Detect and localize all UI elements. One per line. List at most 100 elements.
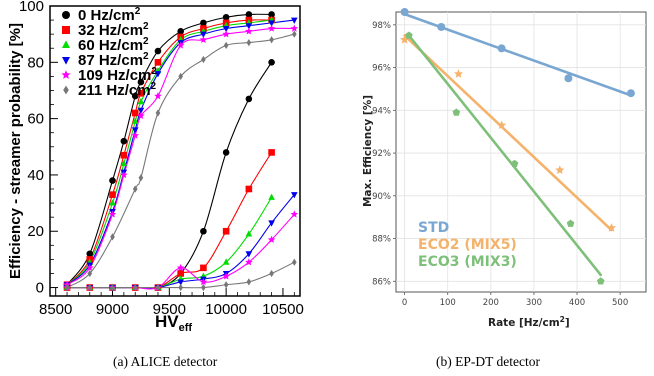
alice-legend-marker <box>61 70 71 79</box>
alice-legend-label: 60 Hz/cm2 <box>78 36 149 54</box>
alice-efficiency-point <box>200 31 207 38</box>
alice-legend-label-text: 60 Hz/cm <box>78 37 143 54</box>
alice-efficiency-point <box>131 117 139 124</box>
epdt-y-tick-label: 98% <box>372 21 391 31</box>
alice-efficiency-point <box>120 137 128 145</box>
alice-efficiency-point <box>268 20 275 27</box>
alice-streamer-point <box>291 192 298 199</box>
alice-efficiency-point <box>86 263 94 272</box>
alice-legend-label-text: 109 Hz/cm <box>78 67 151 84</box>
alice-y-tick-label: 80 <box>27 54 44 71</box>
alice-efficiency-point <box>137 107 145 114</box>
alice-legend-label-sup: 2 <box>135 6 141 17</box>
alice-streamer-point <box>222 149 230 156</box>
alice-streamer-point <box>64 283 70 292</box>
alice-legend-label-sup: 2 <box>143 21 149 32</box>
epdt-y-axis-label: Max. Efficiency [%] <box>362 95 374 207</box>
alice-streamer-point <box>222 227 230 235</box>
alice-efficiency-point <box>291 17 298 24</box>
alice-efficiency-point <box>137 89 145 97</box>
alice-efficiency-point <box>268 11 275 18</box>
alice-legend-label-sup: 2 <box>143 36 149 47</box>
alice-efficiency-point <box>138 174 144 182</box>
epdt-y-tick-label: 86% <box>372 277 391 287</box>
alice-efficiency-point <box>154 92 162 100</box>
alice-legend-label-sup: 2 <box>143 51 149 62</box>
alice-efficiency-point <box>222 30 230 38</box>
alice-efficiency-point <box>222 26 230 33</box>
alice-legend-label: 211 Hz/cm2 <box>78 81 157 99</box>
alice-efficiency-point <box>246 38 252 47</box>
epdt-fit-line-1 <box>403 34 613 232</box>
alice-streamer-point <box>246 278 252 286</box>
epdt-data-point <box>437 22 446 31</box>
alice-efficiency-point <box>176 41 185 49</box>
alice-y-tick-label: 60 <box>27 111 44 128</box>
alice-streamer-point <box>199 277 208 286</box>
alice-x-tick-label: 10000 <box>205 301 247 318</box>
alice-streamer-point <box>269 269 274 278</box>
alice-streamer-point <box>223 281 229 289</box>
alice-streamer-point <box>267 235 276 243</box>
alice-streamer-point <box>200 264 207 272</box>
alice-efficiency-point <box>155 109 161 117</box>
alice-legend-label-text: 87 Hz/cm <box>78 52 143 69</box>
alice-x-tick-label: 9000 <box>96 301 129 318</box>
alice-efficiency-point <box>110 233 115 241</box>
epdt-x-tick-label: 200 <box>483 298 499 308</box>
epdt-fit-line-2 <box>407 34 603 277</box>
alice-efficiency-point <box>87 269 93 278</box>
epdt-x-axis-label: Rate [Hz/cm2] <box>488 315 570 329</box>
alice-streamer-point <box>268 193 275 200</box>
epdt-x-tick-label: 400 <box>569 298 585 308</box>
alice-efficiency-point <box>109 199 116 206</box>
alice-legend-label-sup: 2 <box>151 66 157 77</box>
alice-streamer-point <box>222 272 230 280</box>
epdt-data-point <box>452 108 461 116</box>
alice-efficiency-point <box>120 159 128 167</box>
alice-efficiency-point <box>245 11 253 18</box>
alice-y-tick-label: 40 <box>27 167 44 184</box>
epdt-plot-frame <box>395 11 647 293</box>
alice-efficiency-point <box>154 59 162 66</box>
alice-y-tick-label: 100 <box>19 0 44 15</box>
alice-legend-label-sup: 2 <box>151 81 157 92</box>
alice-streamer-point <box>292 258 297 266</box>
alice-efficiency-point <box>137 97 145 105</box>
alice-streamer-point <box>268 149 275 156</box>
alice-streamer-point <box>201 283 206 292</box>
epdt-legend-label: ECO2 (MIX5) <box>418 237 517 253</box>
ep-dt-chart: 0 100 200 300 400 500 86% 88% 90% 92% 94% 96% 98% ST… <box>362 8 647 329</box>
alice-efficiency-point <box>222 13 230 21</box>
alice-legend-label: 109 Hz/cm2 <box>78 66 157 84</box>
caption-b: (b) EP-DT detector <box>436 354 540 369</box>
epdt-x-tick-label: 100 <box>440 298 456 308</box>
epdt-x-tick-label: 500 <box>612 298 628 308</box>
alice-legend-label-text: 0 Hz/cm <box>78 7 135 24</box>
alice-efficiency-point <box>269 36 274 44</box>
alice-streamer-point <box>268 220 275 227</box>
alice-y-tick-label: 20 <box>27 223 44 240</box>
alice-chart: 8500 9000 9500 10000 10500 0 20 40 60 80 100 0 Hz/… <box>7 0 304 334</box>
alice-efficiency-point <box>131 131 139 139</box>
alice-efficiency-point <box>245 27 253 35</box>
alice-x-tick-label: 8500 <box>39 301 72 318</box>
alice-legend-label-text: 32 Hz/cm <box>78 22 143 39</box>
alice-efficiency-point <box>154 71 162 78</box>
alice-efficiency-point <box>292 30 297 38</box>
epdt-data-point <box>606 223 617 232</box>
alice-efficiency-point <box>108 210 117 218</box>
alice-streamer-point <box>245 258 253 266</box>
epdt-data-point <box>497 44 506 53</box>
epdt-legend-label: ECO3 (MIX3) <box>418 254 517 270</box>
epdt-data-point <box>405 31 413 39</box>
alice-streamer-point <box>155 283 161 292</box>
alice-x-tick-label: 9500 <box>153 301 186 318</box>
alice-x-axis-label: HVeff <box>155 312 192 334</box>
epdt-y-tick-label: 88% <box>372 235 391 245</box>
alice-streamer-point <box>268 59 275 66</box>
alice-efficiency-point <box>137 111 145 120</box>
epdt-legend-label: STD <box>418 220 449 236</box>
alice-efficiency-point <box>120 170 128 179</box>
